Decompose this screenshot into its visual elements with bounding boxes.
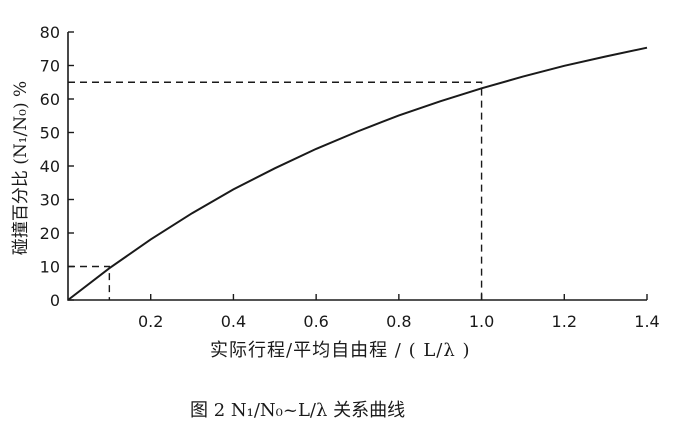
- x-tick-label: 1.0: [469, 312, 494, 331]
- y-tick-label: 0: [50, 291, 60, 310]
- y-tick-label: 20: [40, 224, 60, 243]
- y-tick-label: 40: [40, 157, 60, 176]
- x-tick-label: 0.2: [138, 312, 163, 331]
- series-curve: [67, 46, 648, 301]
- y-axis-ticks: 0 10 20 30 40 50 60 70 80: [40, 23, 74, 310]
- axes-frame: [67, 32, 647, 301]
- y-axis-label: 碰撞百分比 (N₁/N₀) %: [11, 80, 31, 256]
- y-tick-label: 30: [40, 191, 60, 210]
- figure-caption: 图 2 N₁/N₀~L/λ 关系曲线: [190, 400, 406, 421]
- y-tick-label: 10: [40, 258, 60, 277]
- x-tick-label: 1.4: [634, 312, 659, 331]
- x-axis-label: 实际行程/平均自由程 / ( L/λ ): [210, 340, 471, 361]
- y-tick-label: 80: [40, 23, 60, 42]
- x-tick-label: 0.4: [221, 312, 246, 331]
- reference-guide-line: [68, 81, 483, 300]
- y-tick-label: 70: [40, 57, 60, 76]
- x-tick-label: 0.8: [386, 312, 411, 331]
- reference-guides: [68, 81, 483, 300]
- x-tick-label: 0.6: [303, 312, 328, 331]
- y-tick-label: 50: [40, 124, 60, 143]
- x-axis-ticks: 0.2 0.4 0.6 0.8 1.0 1.2 1.4: [138, 294, 660, 331]
- y-tick-label: 60: [40, 90, 60, 109]
- x-tick-label: 1.2: [552, 312, 577, 331]
- reference-guide-line: [68, 265, 111, 300]
